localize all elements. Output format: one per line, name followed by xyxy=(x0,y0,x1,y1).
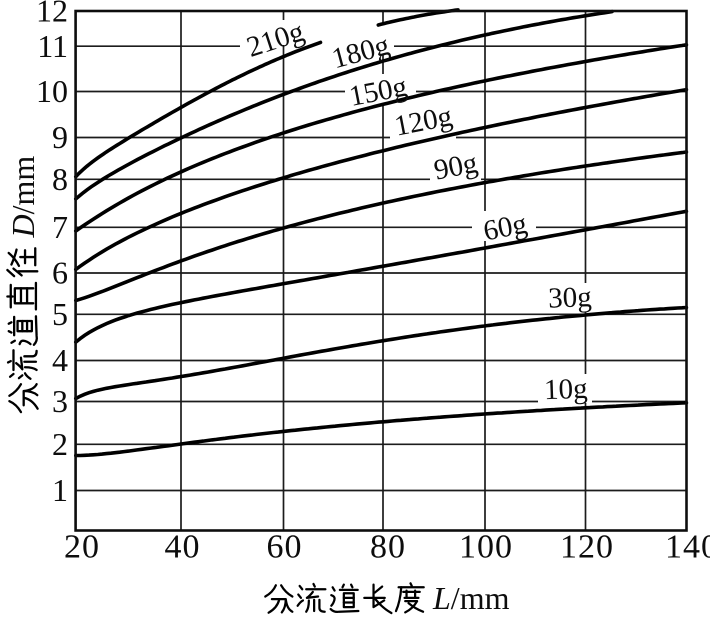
svg-text:1: 1 xyxy=(52,472,68,508)
svg-text:60: 60 xyxy=(267,529,303,566)
svg-text:7: 7 xyxy=(52,209,68,245)
svg-text:2: 2 xyxy=(52,426,68,462)
svg-text:D/mm: D/mm xyxy=(5,156,41,239)
svg-text:120: 120 xyxy=(560,529,614,566)
svg-text:8: 8 xyxy=(52,161,68,197)
svg-text:40: 40 xyxy=(165,529,201,566)
svg-text:6: 6 xyxy=(52,255,68,291)
svg-text:80: 80 xyxy=(370,529,406,566)
svg-text:100: 100 xyxy=(459,529,513,566)
svg-text:3: 3 xyxy=(52,383,68,419)
svg-text:30g: 30g xyxy=(548,281,593,314)
svg-text:9: 9 xyxy=(52,119,68,155)
svg-text:140: 140 xyxy=(665,529,710,566)
svg-text:5: 5 xyxy=(52,296,68,332)
svg-text:L/mm: L/mm xyxy=(432,580,510,616)
svg-text:10: 10 xyxy=(36,73,68,109)
svg-text:10g: 10g xyxy=(544,373,589,406)
svg-text:11: 11 xyxy=(37,28,68,64)
svg-text:4: 4 xyxy=(52,342,68,378)
svg-text:12: 12 xyxy=(36,0,68,29)
svg-text:20: 20 xyxy=(64,529,100,566)
